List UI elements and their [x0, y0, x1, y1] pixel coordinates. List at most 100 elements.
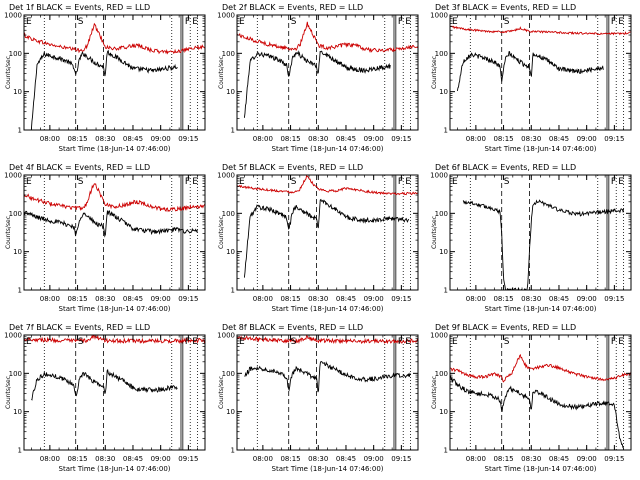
x-tick-label: 09:00 [151, 295, 171, 303]
y-axis-label: Counts/sec [5, 216, 12, 249]
plot-content [237, 15, 418, 130]
x-tick-label: 08:15 [493, 135, 513, 143]
y-tick-label: 1000 [217, 332, 235, 340]
series-line-0 [462, 199, 625, 290]
marker-label-e: E [239, 177, 245, 187]
y-tick-label: 10 [439, 408, 448, 416]
chart-title: Det 4f BLACK = Events, RED = LLD [9, 163, 150, 172]
x-tick-label: 09:15 [391, 295, 411, 303]
x-tick-label: 08:15 [493, 455, 513, 463]
marker-label-e: E [405, 337, 411, 347]
plot-content [24, 175, 205, 290]
x-axis-label: Start Time (18-Jun-14 07:46:00) [272, 305, 384, 313]
x-tick-label: 08:30 [95, 455, 115, 463]
y-tick-label: 100 [435, 210, 448, 218]
plot-content [450, 175, 625, 290]
series-line-0 [30, 49, 178, 130]
y-axis-label: Counts/sec [431, 376, 438, 409]
y-axis-label: Counts/sec [218, 376, 225, 409]
y-tick-label: 100 [435, 50, 448, 58]
x-tick-label: 09:15 [178, 455, 198, 463]
series-line-1 [237, 21, 418, 54]
x-tick-label: 08:45 [336, 295, 356, 303]
y-tick-label: 10 [13, 88, 22, 96]
x-tick-label: 08:00 [466, 455, 486, 463]
chart-panel-1: Det 1f BLACK = Events, RED = LLD Counts/s… [4, 3, 206, 153]
y-tick-label: 100 [222, 210, 235, 218]
x-tick-label: 08:15 [493, 295, 513, 303]
x-tick-label: 08:30 [95, 295, 115, 303]
y-tick-label: 100 [9, 210, 22, 218]
x-tick-label: 09:00 [577, 135, 597, 143]
x-tick-label: 08:45 [549, 135, 569, 143]
chart-panel-3: Det 3f BLACK = Events, RED = LLD Counts/s… [430, 3, 632, 153]
marker-label-f: F [611, 337, 616, 347]
y-tick-label: 1 [18, 447, 22, 455]
y-tick-label: 1 [444, 127, 448, 135]
y-tick-label: 10 [13, 248, 22, 256]
x-tick-label: 08:00 [40, 455, 60, 463]
marker-label-e: E [405, 177, 411, 187]
plot-content [237, 175, 418, 290]
y-tick-label: 10 [13, 408, 22, 416]
y-tick-label: 10 [439, 248, 448, 256]
chart-title: Det 8f BLACK = Events, RED = LLD [222, 323, 363, 332]
x-tick-label: 08:45 [123, 295, 143, 303]
series-line-1 [24, 183, 205, 213]
marker-label-e: E [26, 177, 32, 187]
y-tick-label: 10 [226, 88, 235, 96]
x-tick-label: 08:00 [253, 295, 273, 303]
y-tick-label: 1 [444, 447, 448, 455]
x-tick-label: 08:15 [67, 455, 87, 463]
x-tick-label: 08:00 [253, 455, 273, 463]
series-line-1 [24, 22, 205, 55]
chart-panel-8: Det 8f BLACK = Events, RED = LLD Counts/s… [217, 323, 419, 473]
marker-label-s: S [78, 177, 84, 187]
y-tick-label: 100 [9, 50, 22, 58]
y-axis-label: Counts/sec [431, 216, 438, 249]
x-tick-label: 09:00 [577, 455, 597, 463]
x-tick-label: 09:00 [151, 455, 171, 463]
chart-title: Det 7f BLACK = Events, RED = LLD [9, 323, 150, 332]
series-line-0 [456, 51, 604, 92]
y-tick-label: 100 [222, 370, 235, 378]
y-axis-label: Counts/sec [5, 56, 12, 89]
x-tick-label: 08:30 [521, 295, 541, 303]
x-tick-label: 08:00 [40, 295, 60, 303]
marker-label-f: F [611, 17, 616, 27]
x-tick-label: 09:15 [178, 135, 198, 143]
x-tick-label: 09:00 [364, 455, 384, 463]
marker-label-s: S [504, 17, 510, 27]
x-tick-label: 08:45 [549, 295, 569, 303]
x-tick-label: 08:15 [67, 295, 87, 303]
marker-label-e: E [618, 17, 624, 27]
y-tick-label: 1 [444, 287, 448, 295]
x-tick-label: 08:30 [308, 295, 328, 303]
x-tick-label: 08:45 [123, 455, 143, 463]
x-tick-label: 08:15 [67, 135, 87, 143]
chart-panel-2: Det 2f BLACK = Events, RED = LLD Counts/s… [217, 3, 419, 153]
marker-label-e: E [26, 17, 32, 27]
panel-grid: Det 1f BLACK = Events, RED = LLD Counts/s… [4, 3, 632, 473]
marker-label-e: E [192, 337, 198, 347]
y-axis-label: Counts/sec [431, 56, 438, 89]
marker-label-s: S [291, 17, 297, 27]
x-axis-label: Start Time (18-Jun-14 07:46:00) [272, 145, 384, 153]
y-tick-label: 1000 [4, 332, 22, 340]
y-tick-label: 100 [222, 50, 235, 58]
y-tick-label: 1 [18, 287, 22, 295]
marker-label-e: E [452, 17, 458, 27]
x-axis-label: Start Time (18-Jun-14 07:46:00) [485, 305, 597, 313]
y-tick-label: 100 [9, 370, 22, 378]
marker-label-e: E [192, 177, 198, 187]
x-tick-label: 09:15 [604, 455, 624, 463]
x-tick-label: 08:30 [308, 135, 328, 143]
y-tick-label: 100 [435, 370, 448, 378]
y-tick-label: 1 [231, 447, 235, 455]
x-tick-label: 09:00 [577, 295, 597, 303]
series-line-0 [450, 375, 624, 449]
y-axis-label: Counts/sec [218, 56, 225, 89]
x-tick-label: 09:15 [391, 135, 411, 143]
